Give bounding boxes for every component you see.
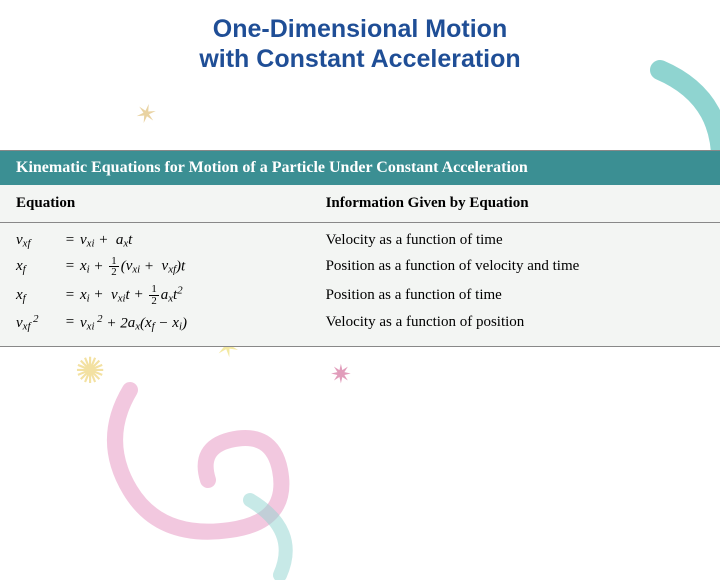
page-title: One-Dimensional Motion with Constant Acc… xyxy=(0,0,720,74)
table-row: xf= xi + 12(vxi + vxf)t Position as a fu… xyxy=(16,253,704,282)
info-cell: Velocity as a function of time xyxy=(326,232,704,249)
decor-swirl-bottom-icon xyxy=(90,380,310,580)
table-column-headers: Equation Information Given by Equation xyxy=(0,185,720,223)
equation-cell: vxf= vxi + axt xyxy=(16,232,326,250)
equation-cell: xf= xi + 12(vxi + vxf)t xyxy=(16,256,326,279)
table-body: vxf= vxi + axt Velocity as a function of… xyxy=(0,223,720,347)
decor-burst-icon: ✷ xyxy=(330,360,352,390)
title-line-2: with Constant Acceleration xyxy=(199,45,520,73)
title-line-1: One-Dimensional Motion xyxy=(213,15,507,43)
table-row: xf= xi + vxit + 12axt2 Position as a fun… xyxy=(16,281,704,310)
table-row: vxf= vxi + axt Velocity as a function of… xyxy=(16,229,704,253)
kinematics-table: Kinematic Equations for Motion of a Part… xyxy=(0,150,720,347)
col-header-equation: Equation xyxy=(16,195,326,212)
info-cell: Velocity as a function of position xyxy=(326,314,704,331)
equation-cell: vxf 2= vxi 2 + 2ax(xf − xi) xyxy=(16,313,326,333)
table-caption: Kinematic Equations for Motion of a Part… xyxy=(0,151,720,185)
info-cell: Position as a function of velocity and t… xyxy=(326,258,704,275)
decor-burst-icon: ✶ xyxy=(131,98,160,133)
col-header-info: Information Given by Equation xyxy=(326,195,704,212)
equation-cell: xf= xi + vxit + 12axt2 xyxy=(16,284,326,307)
table-row: vxf 2= vxi 2 + 2ax(xf − xi) Velocity as … xyxy=(16,310,704,336)
info-cell: Position as a function of time xyxy=(326,287,704,304)
